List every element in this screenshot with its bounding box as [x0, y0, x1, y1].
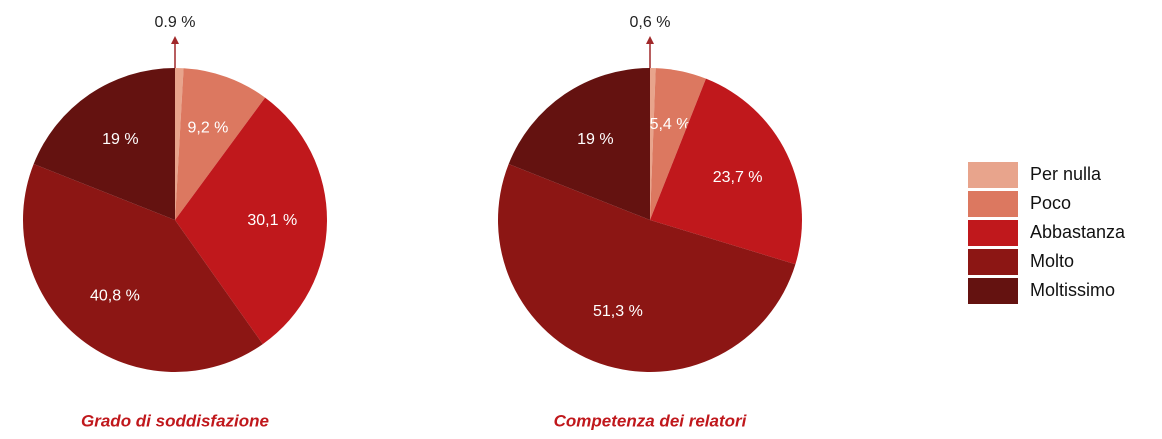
- legend-swatch: [968, 249, 1018, 275]
- chart-subtitle: Grado di soddisfazione: [81, 411, 269, 430]
- arrow-head: [171, 36, 179, 44]
- data-label: 40,8 %: [90, 288, 140, 305]
- legend-label: Molto: [1030, 251, 1074, 271]
- legend-swatch: [968, 278, 1018, 304]
- legend-label: Poco: [1030, 193, 1071, 213]
- data-label: 23,7 %: [713, 169, 763, 186]
- data-label: 5,4 %: [650, 116, 691, 133]
- data-label: 19 %: [102, 131, 138, 148]
- legend-label: Moltissimo: [1030, 280, 1115, 300]
- legend-label: Abbastanza: [1030, 222, 1126, 242]
- arrow-head: [646, 36, 654, 44]
- pie-slice: [175, 68, 266, 220]
- pie-slice: [175, 97, 327, 345]
- data-label: 19 %: [577, 131, 613, 148]
- pie-slice: [498, 164, 796, 372]
- data-label: 9,2 %: [187, 120, 228, 137]
- data-label: 0,6 %: [630, 14, 671, 31]
- pie-slice: [650, 68, 656, 220]
- pie-slice: [650, 78, 802, 265]
- pie-slice: [650, 68, 706, 220]
- legend-swatch: [968, 220, 1018, 246]
- pie-slice: [175, 68, 184, 220]
- legend-label: Per nulla: [1030, 164, 1102, 184]
- pie-slice: [33, 68, 175, 220]
- legend-swatch: [968, 191, 1018, 217]
- pie-slice: [22, 164, 263, 373]
- data-label: 0.9 %: [155, 14, 196, 31]
- data-label: 30,1 %: [247, 212, 297, 229]
- chart-subtitle: Competenza dei relatori: [554, 411, 748, 430]
- data-label: 51,3 %: [593, 303, 643, 320]
- legend-swatch: [968, 162, 1018, 188]
- pie-slice: [508, 67, 650, 220]
